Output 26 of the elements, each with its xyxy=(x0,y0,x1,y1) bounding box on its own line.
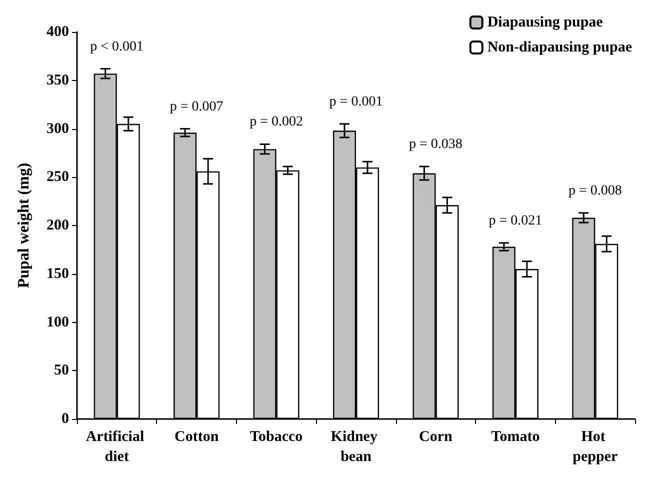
legend-label: Non-diapausing pupae xyxy=(487,40,632,56)
annotation: p < 0.001 xyxy=(90,39,144,54)
annotation: p = 0.002 xyxy=(250,114,303,130)
x-tick-label: Kidney bean xyxy=(330,429,382,465)
y-tick-label: 250 xyxy=(46,169,69,186)
annotation: p = 0.001 xyxy=(329,94,383,110)
x-tick-label: Cotton xyxy=(174,429,220,445)
x-tick-label: Tomato xyxy=(491,429,540,445)
y-tick-label: 0 xyxy=(62,411,69,427)
annotation: p = 0.021 xyxy=(488,213,542,228)
y-tick-label: 350 xyxy=(46,72,69,88)
y-tick-label: 100 xyxy=(46,314,69,330)
x-tick-label: Tobacco xyxy=(250,429,303,445)
annotation: p = 0.038 xyxy=(409,136,462,152)
y-tick-label: 200 xyxy=(46,218,69,234)
annotation: p = 0.008 xyxy=(568,183,622,198)
y-tick-label: 150 xyxy=(46,266,69,282)
annotation: p = 0.007 xyxy=(170,99,224,114)
x-tick-label: Artificial diet xyxy=(86,429,148,465)
legend-label: Diapausing pupae xyxy=(487,14,604,30)
y-axis-title: Pupal weight (mg) xyxy=(16,162,32,288)
x-tick-label: Corn xyxy=(419,429,454,445)
y-tick-label: 300 xyxy=(46,120,69,137)
y-tick-label: 50 xyxy=(54,362,69,379)
y-tick-label: 400 xyxy=(46,24,69,40)
x-tick-label: Hot pepper xyxy=(572,429,618,465)
